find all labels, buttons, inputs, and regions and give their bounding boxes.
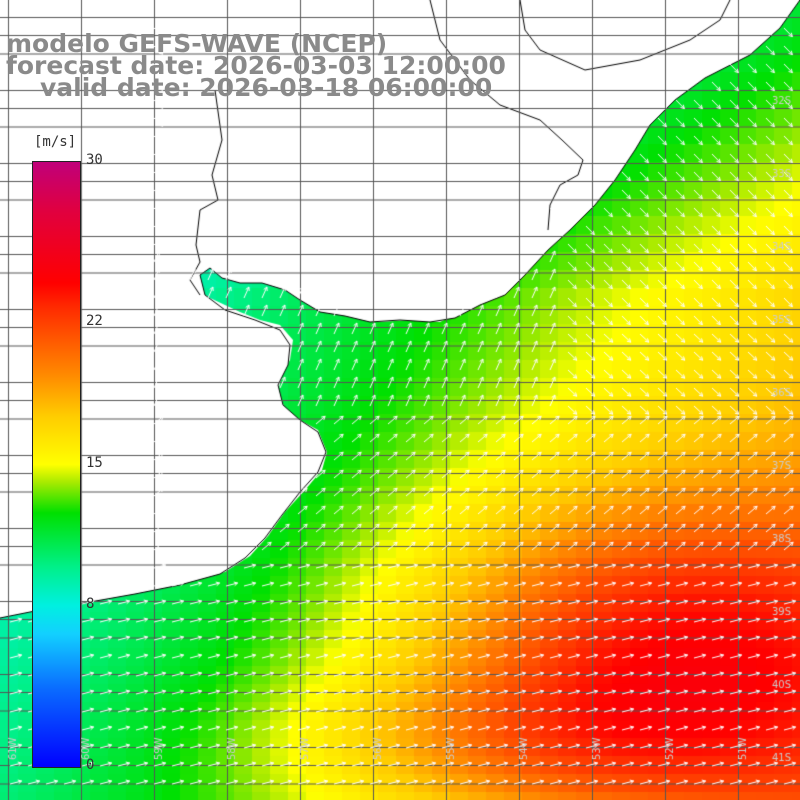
- colorbar-tick-label: 22: [86, 313, 103, 330]
- legend-unit: [m/s]: [34, 134, 77, 150]
- colorbar-tick-label: 8: [86, 595, 95, 612]
- colorbar-tick-label: 0: [86, 757, 95, 773]
- forecast-date: forecast date: 2026-03-03 12:00:00: [6, 51, 506, 80]
- colorbar-tick-label: 15: [86, 454, 103, 471]
- model-title: modelo GEFS-WAVE (NCEP): [6, 29, 388, 58]
- colorbar-tick-label: 30: [86, 152, 103, 168]
- colorbar: [32, 161, 81, 768]
- valid-date: valid date: 2026-03-18 06:00:00: [40, 73, 493, 102]
